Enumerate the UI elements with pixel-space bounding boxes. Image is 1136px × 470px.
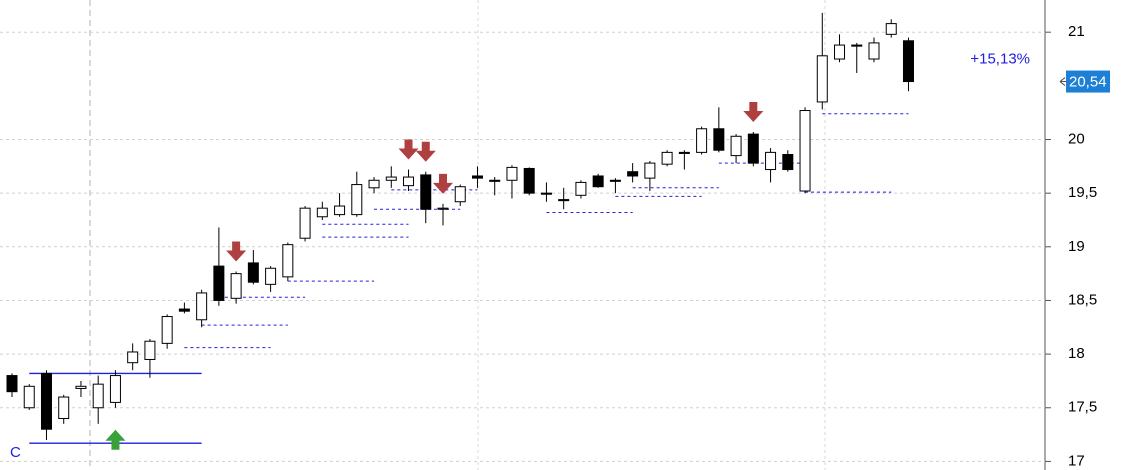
candle-body xyxy=(109,375,121,403)
candle-body xyxy=(351,184,363,216)
candle-body xyxy=(178,308,190,312)
candle-body xyxy=(368,179,380,189)
candle-body xyxy=(299,207,311,239)
candle-body xyxy=(523,167,535,194)
candle-body xyxy=(489,179,501,182)
candle-body xyxy=(902,40,914,83)
candle-body xyxy=(868,42,880,60)
sell-arrow xyxy=(415,141,436,162)
candle-body xyxy=(403,176,415,187)
candle-body xyxy=(782,154,794,171)
candle-body xyxy=(247,262,259,283)
candle-body xyxy=(799,110,811,192)
candle-body xyxy=(592,175,604,188)
price-label: 20,54 xyxy=(1069,74,1107,91)
sell-arrow xyxy=(743,101,764,122)
sell-arrow xyxy=(398,139,419,160)
candle-body xyxy=(334,205,346,216)
candle-body xyxy=(265,267,277,285)
y-tick-label: 18 xyxy=(1068,345,1085,362)
candle-body xyxy=(454,186,466,203)
candle-body xyxy=(627,171,639,177)
price-box xyxy=(1066,70,1110,93)
candle-body xyxy=(765,151,777,171)
sell-arrow xyxy=(226,241,247,262)
y-tick-label: 19 xyxy=(1068,238,1085,255)
candle-body xyxy=(40,372,52,430)
y-tick-label: 17,5 xyxy=(1068,399,1097,416)
candle-body xyxy=(885,23,897,35)
candle-body xyxy=(161,316,173,344)
candle-body xyxy=(471,175,483,179)
candle-body xyxy=(834,44,846,60)
candle-body xyxy=(6,375,18,393)
candle-body xyxy=(213,265,225,301)
candle-body xyxy=(575,181,587,196)
channel-label: C xyxy=(10,444,21,461)
y-tick-label: 17 xyxy=(1068,452,1085,469)
candle-body xyxy=(144,340,156,360)
candle-body xyxy=(678,151,690,154)
candle-body xyxy=(75,385,87,389)
candle-body xyxy=(540,192,552,195)
candle-body xyxy=(230,273,242,299)
candle-body xyxy=(506,166,518,181)
candle-body xyxy=(437,207,449,210)
sell-arrow xyxy=(433,173,453,194)
candle-body xyxy=(609,179,621,182)
buy-arrow xyxy=(105,429,126,450)
y-tick-label: 19,5 xyxy=(1068,184,1097,201)
candle-body xyxy=(816,55,828,103)
candle-body xyxy=(747,133,759,164)
y-tick-label: 18,5 xyxy=(1068,291,1097,308)
y-tick-label: 20 xyxy=(1068,130,1085,147)
candle-body xyxy=(316,207,328,218)
candle-body xyxy=(385,176,397,181)
candle-body xyxy=(730,135,742,157)
candle-body xyxy=(558,199,570,202)
candle-body xyxy=(644,162,656,179)
candle-body xyxy=(196,292,208,321)
candle-body xyxy=(127,351,139,364)
candle-body xyxy=(696,128,708,153)
candle-body xyxy=(58,396,70,419)
candle-body xyxy=(661,151,673,165)
candle-body xyxy=(851,44,863,47)
y-tick-label: 21 xyxy=(1068,23,1085,40)
candle-body xyxy=(92,383,104,409)
candle-body xyxy=(23,385,35,409)
candle-body xyxy=(282,244,294,278)
change-label: +15,13% xyxy=(970,51,1030,68)
candle-body xyxy=(420,174,432,210)
candle-body xyxy=(713,128,725,151)
